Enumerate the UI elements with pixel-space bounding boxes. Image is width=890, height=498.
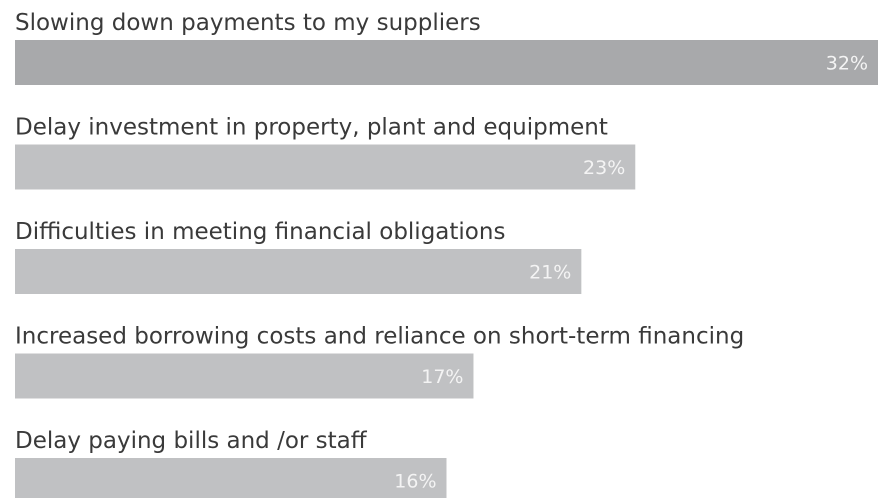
value-label: 23% <box>583 157 625 179</box>
category-label: Delay investment in property, plant and … <box>15 115 608 141</box>
category-label: Delay paying bills and /or staff <box>15 428 368 454</box>
bar <box>15 40 878 85</box>
category-label: Increased borrowing costs and reliance o… <box>15 324 744 350</box>
bar <box>15 353 474 399</box>
bar <box>15 458 447 498</box>
bar <box>15 144 636 190</box>
value-label: 21% <box>529 262 571 284</box>
category-label: Difficulties in meeting financial obliga… <box>15 219 505 245</box>
value-label: 17% <box>421 366 463 388</box>
category-label: Slowing down payments to my suppliers <box>15 10 481 36</box>
bar <box>15 249 582 294</box>
value-label: 16% <box>394 471 436 493</box>
value-label: 32% <box>826 53 868 75</box>
